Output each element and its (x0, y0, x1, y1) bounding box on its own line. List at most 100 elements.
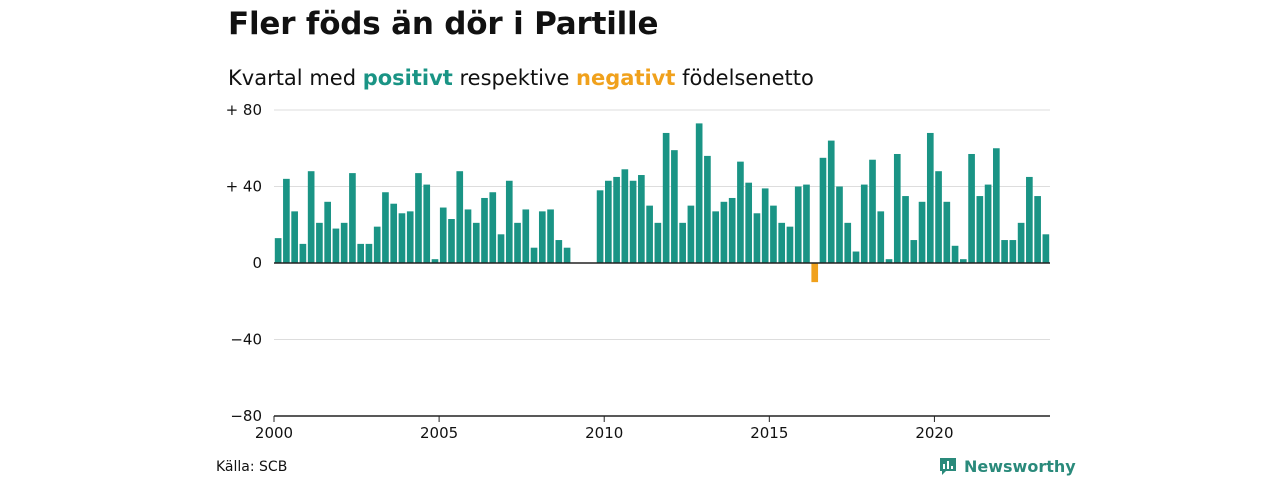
bar (811, 263, 819, 283)
x-tick-label: 2020 (915, 424, 953, 442)
bar (398, 213, 406, 263)
bar (902, 196, 909, 263)
bar (1026, 176, 1033, 263)
bar (646, 205, 653, 264)
bar (472, 222, 480, 263)
bar (365, 243, 373, 264)
bar (390, 203, 398, 263)
x-tick-label: 2010 (585, 424, 623, 442)
bar (522, 209, 530, 263)
newsworthy-logo: Newsworthy (938, 456, 1076, 476)
bar (852, 251, 860, 263)
y-tick-label: −80 (230, 407, 262, 425)
newsworthy-bar-icon (940, 458, 956, 475)
bar (819, 157, 827, 263)
bar (406, 211, 414, 263)
subtitle-text: respektive (452, 66, 577, 90)
bar (299, 243, 307, 264)
bar (712, 211, 719, 263)
y-tick-label: −40 (230, 331, 262, 349)
bar (431, 259, 439, 263)
bar (959, 259, 967, 263)
bar (761, 188, 769, 263)
bar (893, 153, 901, 263)
bar (778, 222, 786, 263)
bar (291, 211, 298, 263)
bar (439, 207, 447, 263)
bar (786, 226, 794, 263)
bar (885, 259, 893, 263)
bar (1042, 234, 1050, 263)
bar (382, 192, 389, 263)
bar (695, 123, 703, 263)
bar (935, 171, 942, 263)
bar (728, 197, 736, 263)
source-note: Källa: SCB (216, 459, 288, 475)
bar (968, 153, 975, 263)
bar (943, 201, 951, 263)
bar (563, 247, 571, 263)
bar (448, 219, 455, 263)
bar (869, 159, 876, 263)
chart-subtitle: Kvartal med positivt respektive negativt… (228, 66, 814, 90)
bar (605, 180, 612, 263)
bar (596, 190, 604, 263)
y-tick-label: 0 (252, 254, 262, 272)
subtitle-text: födelsenetto (675, 66, 814, 90)
bar (613, 176, 620, 263)
bar (976, 196, 984, 263)
subtitle-positive: positivt (362, 66, 453, 90)
bar (827, 140, 835, 263)
bar (514, 222, 521, 263)
logo-text: Newsworthy (964, 456, 1076, 476)
x-tick-label: 2000 (255, 424, 293, 442)
bar (745, 182, 753, 263)
bar (737, 161, 744, 263)
bar (910, 240, 918, 263)
bar (340, 222, 348, 263)
bar (687, 205, 695, 264)
bar (489, 192, 497, 263)
bar (316, 222, 323, 263)
bar (993, 148, 1000, 263)
bar (423, 184, 431, 263)
bar (538, 211, 546, 263)
bar (307, 171, 315, 263)
bar (1009, 240, 1017, 263)
bar (481, 197, 488, 263)
bar (720, 201, 728, 263)
bar (415, 173, 422, 263)
bar (555, 240, 563, 263)
bar (638, 175, 645, 263)
bar (671, 150, 678, 263)
bar (704, 155, 711, 263)
bar (662, 132, 670, 263)
bar (1001, 240, 1008, 263)
bar (1017, 222, 1025, 263)
bar (274, 238, 282, 263)
y-tick-label: + 40 (226, 178, 262, 196)
bar (332, 228, 340, 263)
bar (621, 169, 629, 263)
bar (753, 213, 761, 263)
bar (794, 186, 802, 263)
bar (629, 180, 637, 263)
x-tick-label: 2005 (420, 424, 458, 442)
bar (951, 245, 959, 263)
bar (324, 201, 331, 263)
bar (770, 205, 777, 264)
bar (926, 132, 934, 263)
x-tick-label: 2015 (750, 424, 788, 442)
bar (283, 178, 290, 263)
bar (844, 222, 852, 263)
bar (984, 184, 992, 263)
bar (836, 186, 843, 263)
bar (349, 173, 356, 263)
subtitle-negative: negativt (576, 66, 676, 90)
bar (456, 171, 464, 263)
bar (1034, 196, 1041, 263)
chart-title: Fler föds än dör i Partille (228, 6, 659, 42)
bar (877, 211, 885, 263)
bar (505, 180, 513, 263)
